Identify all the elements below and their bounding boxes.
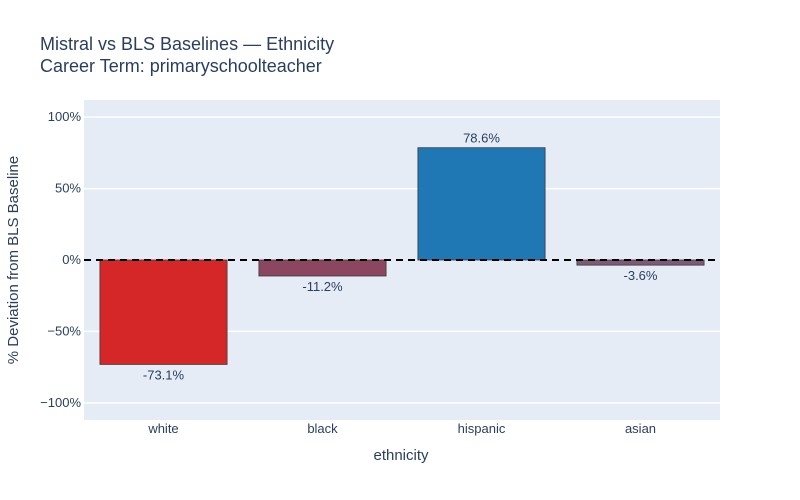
x-tick-label: hispanic: [458, 421, 506, 436]
x-tick-label: white: [147, 421, 178, 436]
x-tick-label: black: [307, 421, 338, 436]
x-axis-ticks: white black hispanic asian: [147, 421, 656, 436]
x-axis-title: ethnicity: [373, 447, 429, 464]
y-tick-label: 50%: [55, 181, 81, 196]
y-axis-ticks: −100% −50% 0% 50% 100%: [40, 109, 81, 410]
data-label-white: -73.1%: [143, 367, 185, 382]
bar-hispanic: [417, 147, 546, 261]
bar-black: [258, 259, 387, 277]
y-tick-label: −100%: [40, 395, 81, 410]
data-label-hispanic: 78.6%: [463, 131, 500, 146]
x-tick-label: asian: [625, 421, 656, 436]
data-label-black: -11.2%: [302, 279, 343, 294]
data-label-asian: -3.6%: [624, 268, 658, 283]
chart-title-block: Mistral vs BLS Baselines — Ethnicity Car…: [40, 33, 334, 77]
bars: [99, 147, 705, 365]
gridlines: [84, 116, 720, 404]
y-tick-label: −50%: [47, 323, 81, 338]
bar-white: [99, 259, 228, 365]
y-tick-label: 0%: [62, 252, 81, 267]
chart-title: Mistral vs BLS Baselines — Ethnicity: [40, 34, 335, 54]
bar-labels: -73.1% -11.2% 78.6% -3.6%: [143, 131, 658, 383]
y-axis-title: % Deviation from BLS Baseline: [5, 156, 22, 364]
y-tick-label: 100%: [48, 109, 82, 124]
chart-subtitle: Career Term: primaryschoolteacher: [40, 56, 322, 76]
